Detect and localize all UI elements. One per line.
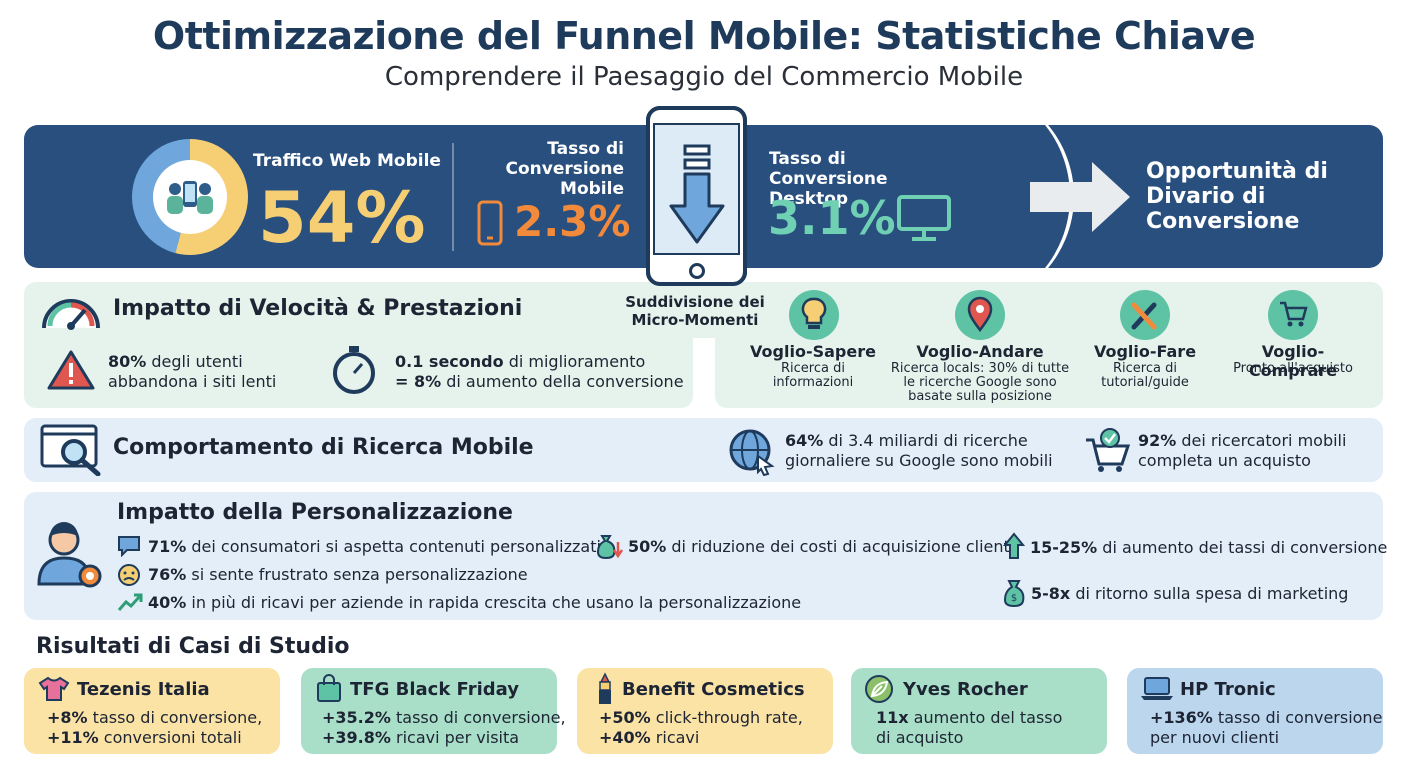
case-result-2: di acquisto bbox=[876, 728, 964, 747]
mm-go-desc: Ricerca locals: 30% di tutte le ricerche… bbox=[890, 361, 1070, 404]
funnel-down-arrow-icon bbox=[669, 144, 725, 244]
opportunity-label: Opportunità di Divario di Conversione bbox=[1146, 159, 1328, 234]
pers-stat-expect: 71% dei consumatori si aspetta contenuti… bbox=[148, 537, 601, 556]
pers-stat-roi: 5-8x di ritorno sulla spesa di marketing bbox=[1031, 584, 1349, 603]
speed-stat-abandon: 80% degli utenti abbandona i siti lenti bbox=[108, 352, 277, 391]
pers-stat-acquisition: 50% di riduzione dei costi di acquisizio… bbox=[628, 537, 1015, 556]
personalization-panel bbox=[24, 492, 1383, 620]
warning-icon bbox=[47, 350, 95, 390]
chat-bubble-icon bbox=[118, 536, 140, 557]
lipstick-icon bbox=[599, 672, 611, 704]
laptop-icon bbox=[1141, 677, 1173, 700]
micro-moments-header-bg bbox=[620, 282, 780, 338]
mm-buy-desc: Pronto all'acquisto bbox=[1233, 361, 1353, 376]
shopping-bag-icon bbox=[317, 674, 341, 702]
search-stat-purchase: 92% dei ricercatori mobili completa un a… bbox=[1138, 431, 1347, 470]
mobile-traffic-label: Traffico Web Mobile bbox=[253, 151, 441, 171]
search-title: Comportamento di Ricerca Mobile bbox=[113, 435, 534, 460]
speed-title: Impatto di Velocità & Prestazioni bbox=[113, 296, 523, 321]
search-stat-mobile: 64% di 3.4 miliardi di ricerche giornali… bbox=[785, 431, 1053, 470]
desktop-monitor-icon bbox=[897, 195, 951, 241]
trend-up-icon bbox=[117, 593, 143, 611]
search-window-icon bbox=[40, 424, 101, 476]
desktop-conversion-label: Tasso di Conversione Desktop bbox=[769, 149, 888, 209]
case-card-yves bbox=[851, 668, 1107, 754]
user-gear-icon bbox=[37, 522, 102, 588]
mm-buy-circle bbox=[1268, 290, 1318, 340]
micro-moments-title: Suddivisione dei Micro-Momenti bbox=[625, 293, 765, 329]
phone-home-button bbox=[689, 263, 705, 279]
mm-know-desc: Ricerca di informazioni bbox=[772, 361, 854, 390]
case-studies-title: Risultati di Casi di Studio bbox=[36, 634, 350, 659]
money-bag-icon: $ bbox=[1003, 580, 1025, 608]
case-name: HP Tronic bbox=[1180, 679, 1276, 700]
leaf-icon bbox=[865, 675, 893, 703]
cart-check-icon bbox=[1086, 428, 1131, 472]
desktop-conversion-value: 3.1% bbox=[768, 191, 896, 245]
mm-do-name: Voglio-Fare bbox=[1093, 342, 1197, 361]
case-result-1: +8% tasso di conversione, bbox=[47, 708, 263, 727]
case-result-1: +136% tasso di conversione bbox=[1150, 708, 1383, 727]
case-result-2: +40% ricavi bbox=[599, 728, 700, 747]
money-bag-down-icon bbox=[596, 535, 624, 560]
case-name: Benefit Cosmetics bbox=[622, 679, 805, 700]
arrow-up-icon bbox=[1003, 532, 1025, 559]
speedometer-icon bbox=[42, 299, 100, 330]
frustrated-face-icon bbox=[118, 564, 140, 586]
globe-cursor-icon bbox=[729, 429, 775, 476]
pers-stat-revenue: 40% in più di ricavi per aziende in rapi… bbox=[148, 593, 802, 612]
case-card-benefit bbox=[577, 668, 833, 754]
people-phone-icon bbox=[167, 181, 213, 214]
page-subtitle: Comprendere il Paesaggio del Commercio M… bbox=[384, 62, 1024, 92]
mm-do-desc: Ricerca di tutorial/guide bbox=[1101, 361, 1189, 390]
arrow-right-icon bbox=[1030, 162, 1130, 232]
case-result-2: +39.8% ricavi per visita bbox=[322, 728, 520, 747]
case-result-2: per nuovi clienti bbox=[1150, 728, 1280, 747]
stopwatch-icon bbox=[333, 346, 375, 394]
mm-know-name: Voglio-Sapere bbox=[750, 342, 876, 361]
mobile-conversion-value: 2.3% bbox=[514, 197, 631, 246]
speed-stat-improvement: 0.1 secondo di miglioramento = 8% di aume… bbox=[395, 352, 684, 391]
tools-icon bbox=[1131, 302, 1157, 330]
case-result-1: 11x aumento del tasso bbox=[876, 708, 1063, 727]
pers-stat-conversion: 15-25% di aumento dei tassi di conversio… bbox=[1030, 538, 1388, 557]
smartphone-icon bbox=[477, 200, 503, 246]
mm-go-name: Voglio-Andare bbox=[916, 342, 1044, 361]
pers-stat-frustrated: 76% si sente frustrato senza personalizz… bbox=[148, 565, 528, 584]
case-result-1: +50% click-through rate, bbox=[599, 708, 803, 727]
search-panel bbox=[24, 418, 1383, 482]
case-result-1: +35.2% tasso di conversione, bbox=[322, 708, 566, 727]
page-title: Ottimizzazione del Funnel Mobile: Statis… bbox=[152, 14, 1256, 58]
mm-buy-name: Voglio-Comprare bbox=[1248, 342, 1338, 380]
tshirt-icon bbox=[38, 676, 70, 701]
case-name: TFG Black Friday bbox=[350, 679, 519, 700]
case-name: Yves Rocher bbox=[903, 679, 1028, 700]
case-card-tfg bbox=[301, 668, 557, 754]
personalization-title: Impatto della Personalizzazione bbox=[117, 500, 513, 525]
svg-text:$: $ bbox=[1011, 593, 1017, 604]
mobile-traffic-value: 54% bbox=[258, 177, 426, 259]
shopping-cart-icon bbox=[1280, 301, 1308, 327]
lightbulb-icon bbox=[801, 297, 827, 329]
mobile-traffic-donut bbox=[132, 139, 248, 255]
location-pin-icon bbox=[967, 296, 993, 332]
banner-divider bbox=[452, 143, 454, 251]
case-name: Tezenis Italia bbox=[77, 679, 210, 700]
mobile-conversion-label: Tasso di Conversione Mobile bbox=[505, 139, 624, 199]
case-result-2: +11% conversioni totali bbox=[47, 728, 242, 747]
